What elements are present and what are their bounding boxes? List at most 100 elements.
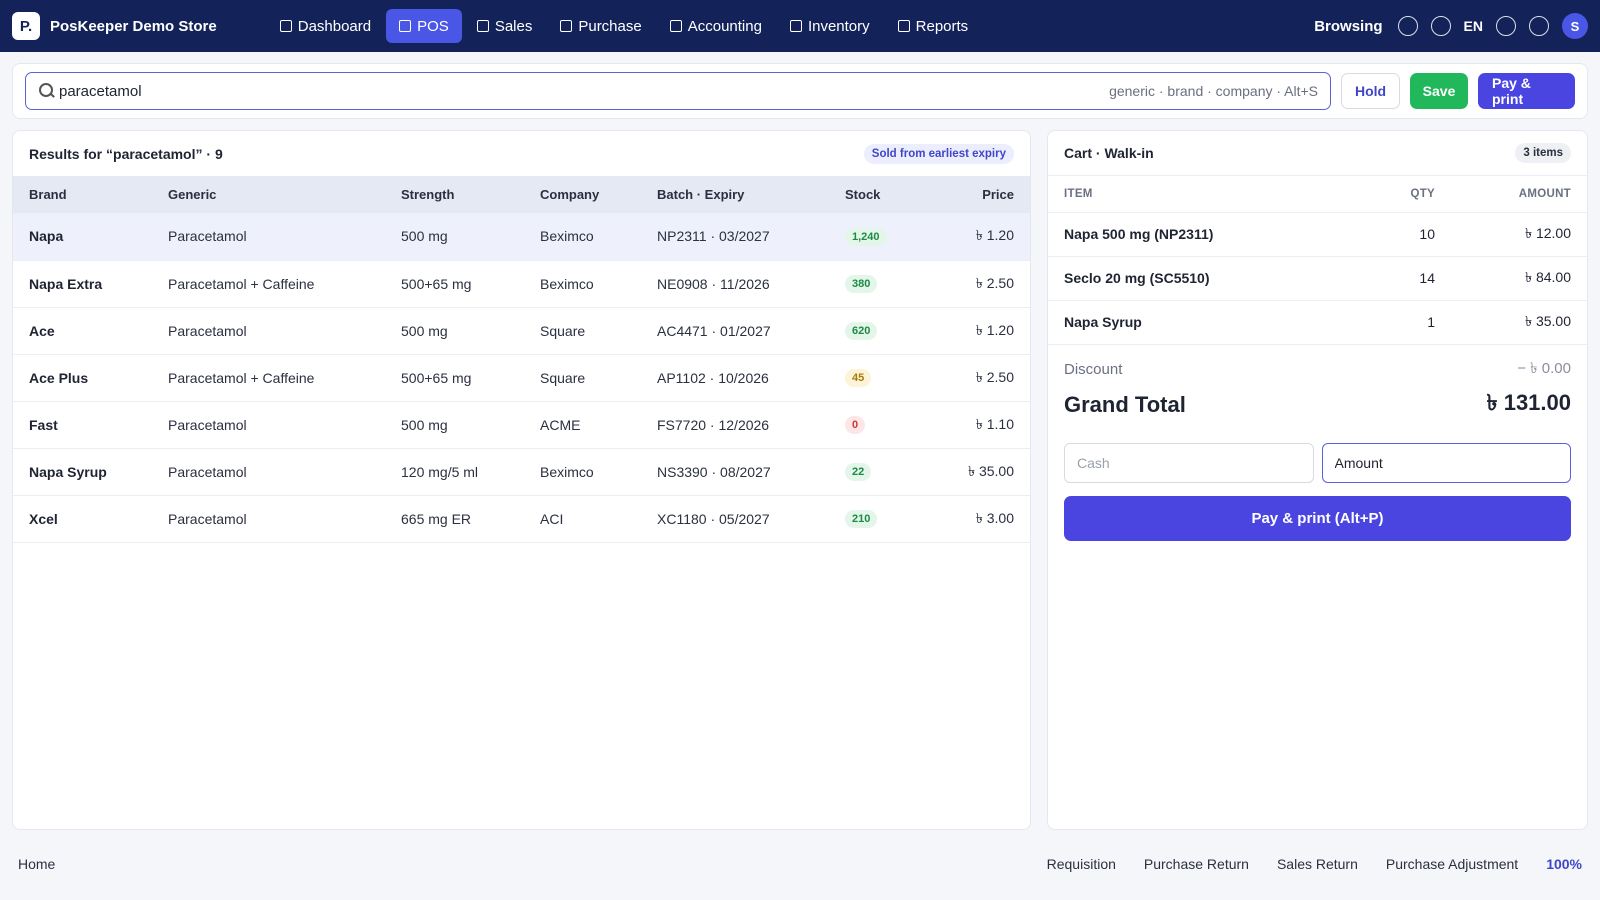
language-switch[interactable]: EN [1463, 18, 1483, 34]
nav-item-accounting[interactable]: Accounting [657, 9, 775, 43]
nav-item-dashboard[interactable]: Dashboard [267, 9, 384, 43]
cart-qty-cell[interactable]: 14 [1361, 256, 1451, 301]
nav-item-inventory[interactable]: Inventory [777, 9, 883, 43]
discount-value[interactable]: − ৳ 0.00 [1517, 360, 1571, 377]
nav-item-label: POS [417, 17, 449, 35]
nav-item-label: Inventory [807, 17, 870, 35]
nav-item-label: Reports [915, 17, 969, 35]
pay-print-button[interactable]: Pay & print [1478, 73, 1575, 109]
cash-field[interactable] [1064, 442, 1314, 483]
save-button[interactable]: Save [1410, 73, 1468, 109]
table-row[interactable]: Xcel Paracetamol 665 mg ER ACI XC1180 · 05/2… [13, 495, 1030, 543]
search-hint: generic · brand · company · Alt+S [1109, 83, 1318, 99]
status-circle-icon[interactable] [1397, 16, 1418, 36]
cart-row[interactable]: Napa Syrup 1 ৳ 35.00 [1048, 300, 1587, 345]
payment-inputs [1048, 442, 1587, 483]
footer-link-requisition[interactable]: Requisition [1046, 856, 1116, 872]
stock-badge: 22 [845, 463, 872, 481]
top-right-controls: Browsing EN S [1314, 13, 1588, 39]
footer-link-purchase-adjustment[interactable]: Purchase Adjustment [1385, 856, 1519, 872]
expiry-badge: Sold from earliest expiry [863, 143, 1014, 164]
results-title: Results for “paracetamol” · 9 [29, 145, 223, 162]
brand-cell: Fast [13, 401, 152, 449]
batch-cell: NE0908 · 11/2026 [641, 260, 829, 308]
notifications-circle-icon[interactable] [1529, 16, 1549, 36]
search-toolbar: paracetamol generic · brand · company · … [12, 63, 1588, 119]
cart-qty-cell[interactable]: 10 [1361, 212, 1451, 257]
company-cell: ACI [524, 495, 641, 543]
stock-badge: 0 [845, 416, 866, 434]
footer-link-sales-return[interactable]: Sales Return [1276, 856, 1358, 872]
nav-item-pos[interactable]: POS [386, 9, 462, 43]
brand-cell: Napa [13, 213, 152, 261]
hold-button[interactable]: Hold [1341, 73, 1400, 109]
cart-item-cell: Seclo 20 mg (SC5510) [1048, 256, 1361, 301]
batch-cell: FS7720 · 12/2026 [641, 401, 829, 449]
strength-cell: 500+65 mg [385, 260, 524, 308]
stock-cell: 620 [829, 307, 924, 355]
nav-item-label: Purchase [578, 17, 642, 35]
table-row[interactable]: Fast Paracetamol 500 mg ACME FS7720 · 12/202… [13, 401, 1030, 449]
cart-table: ITEM QTY AMOUNT Napa 500 mg (NP2311) 10 ৳ … [1048, 176, 1587, 345]
results-header-row: Brand Generic Strength Company Batch · E… [13, 176, 1030, 213]
strength-cell: 500 mg [385, 401, 524, 449]
nav-item-sales[interactable]: Sales [464, 9, 546, 43]
table-row[interactable]: Ace Plus Paracetamol + Caffeine 500+65 mg S… [13, 354, 1030, 402]
pay-print-shortcut-button[interactable]: Pay & print (Alt+P) [1064, 495, 1571, 541]
stock-cell: 1,240 [829, 213, 924, 261]
cart-amount-cell: ৳ 84.00 [1451, 256, 1587, 301]
cart-qty-cell[interactable]: 1 [1361, 300, 1451, 345]
results-header: Results for “paracetamol” · 9 Sold from … [13, 131, 1030, 176]
footer-link-purchase-return[interactable]: Purchase Return [1143, 856, 1249, 872]
table-row[interactable]: Napa Paracetamol 500 mg Beximco NP2311 · 03/… [13, 213, 1030, 261]
nav-item-reports[interactable]: Reports [885, 9, 982, 43]
nav-item-purchase[interactable]: Purchase [547, 9, 654, 43]
cart-item-cell: Napa 500 mg (NP2311) [1048, 212, 1361, 257]
theme-circle-icon[interactable] [1430, 16, 1451, 36]
cart-panel: Cart · Walk-in 3 items ITEM QTY AMOUNT N… [1047, 130, 1588, 830]
company-cell: Beximco [524, 260, 641, 308]
column-header-price[interactable]: Price [982, 187, 1014, 202]
cart-title: Cart · Walk-in [1064, 145, 1154, 161]
price-cell: ৳ 1.20 [924, 307, 1030, 355]
footer-home-link[interactable]: Home [18, 856, 56, 872]
search-input[interactable]: paracetamol generic · brand · company · … [25, 72, 1331, 110]
column-header-company[interactable]: Company [540, 187, 600, 202]
cart-amount-cell: ৳ 12.00 [1451, 212, 1587, 257]
batch-cell: AP1102 · 10/2026 [641, 354, 829, 402]
generic-cell: Paracetamol [152, 213, 385, 261]
zoom-level[interactable]: 100% [1546, 856, 1582, 872]
company-cell: ACME [524, 401, 641, 449]
table-row[interactable]: Ace Paracetamol 500 mg Square AC4471 · 01/20… [13, 307, 1030, 355]
column-header-generic[interactable]: Generic [168, 187, 217, 202]
table-row[interactable]: Napa Extra Paracetamol + Caffeine 500+65 m… [13, 260, 1030, 308]
strength-cell: 500 mg [385, 213, 524, 261]
column-header-strength[interactable]: Strength [401, 187, 455, 202]
generic-cell: Paracetamol [152, 448, 385, 496]
brand-cell: Napa Extra [13, 260, 152, 308]
table-row[interactable]: Napa Syrup Paracetamol 120 mg/5 ml Beximco N… [13, 448, 1030, 496]
cart-row[interactable]: Seclo 20 mg (SC5510) 14 ৳ 84.00 [1048, 256, 1587, 301]
search-value[interactable]: paracetamol [59, 82, 142, 100]
amount-field[interactable] [1321, 442, 1571, 483]
store-name: PosKeeper Demo Store [50, 17, 217, 35]
cart-header-row: ITEM QTY AMOUNT [1048, 176, 1587, 213]
help-circle-icon[interactable] [1496, 16, 1516, 36]
column-header-brand[interactable]: Brand [29, 187, 67, 202]
column-header-batch-expiry[interactable]: Batch · Expiry [657, 187, 745, 202]
cart-row[interactable]: Napa 500 mg (NP2311) 10 ৳ 12.00 [1048, 212, 1587, 257]
cart-item-cell: Napa Syrup [1048, 300, 1361, 345]
stock-badge: 380 [845, 275, 878, 293]
price-cell: ৳ 1.10 [924, 401, 1030, 449]
brand-cell: Xcel [13, 495, 152, 543]
footer-bar: Home Requisition Purchase Return Sales R… [0, 846, 1600, 882]
discount-label: Discount [1064, 361, 1123, 378]
column-header-stock[interactable]: Stock [845, 187, 881, 202]
grand-total-value: ৳ 131.00 [1486, 390, 1571, 415]
checkbox-icon [669, 20, 682, 32]
stock-cell: 0 [829, 401, 924, 449]
stock-badge: 1,240 [845, 227, 887, 246]
price-cell: ৳ 1.20 [924, 213, 1030, 261]
checkbox-icon [279, 20, 292, 32]
avatar[interactable]: S [1562, 13, 1588, 39]
